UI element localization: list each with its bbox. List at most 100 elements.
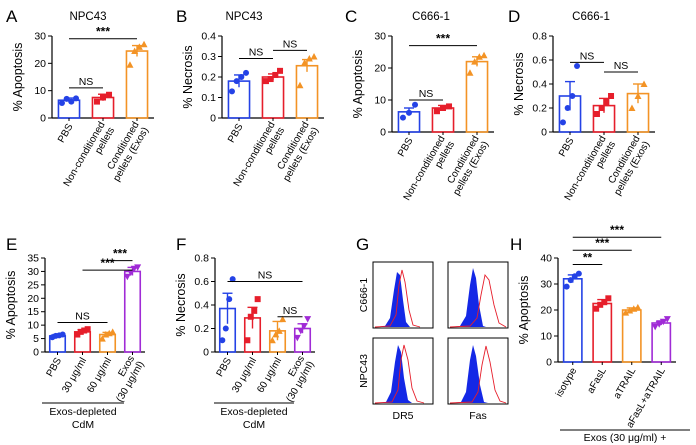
- panel-letter-d: D: [508, 7, 520, 26]
- panel-letter-e: E: [6, 235, 17, 254]
- y-tick-label: 0.2: [194, 323, 209, 335]
- significance-label: NS: [79, 76, 94, 88]
- bar: [123, 270, 142, 353]
- data-point: [251, 307, 258, 314]
- data-point: [480, 51, 488, 59]
- data-point: [135, 43, 143, 50]
- data-point: [106, 91, 113, 98]
- data-point: [279, 315, 287, 323]
- data-point: [109, 328, 117, 335]
- significance-label: ***: [595, 236, 609, 250]
- panel-letter-c: C: [345, 7, 357, 26]
- category-label-line: PBS: [56, 122, 76, 145]
- bar: [592, 302, 613, 363]
- y-tick-label: 0: [541, 127, 547, 139]
- category-label: PBS: [56, 122, 76, 145]
- y-tick-label: 0.4: [201, 31, 216, 43]
- data-point: [272, 330, 280, 338]
- panel-letter-g: G: [356, 235, 369, 254]
- significance-label: ***: [436, 32, 450, 46]
- y-tick-label: 0: [203, 347, 209, 359]
- data-point: [275, 327, 283, 334]
- y-tick-label: 30: [374, 31, 386, 43]
- e-group-label-2: CdM: [72, 419, 94, 431]
- data-point: [626, 307, 634, 314]
- data-point: [598, 105, 605, 111]
- h-footer-label: Exos (30 μg/ml) +: [584, 432, 667, 444]
- data-point: [564, 105, 571, 111]
- data-point: [254, 296, 261, 303]
- histogram-stained: [449, 273, 507, 328]
- category-label-line: PBS: [226, 122, 246, 145]
- chart-title: C666-1: [572, 11, 610, 23]
- category-label: isotype: [554, 366, 580, 399]
- data-point: [304, 316, 312, 323]
- data-point: [574, 63, 581, 69]
- data-point: [603, 99, 610, 105]
- data-point: [84, 326, 91, 333]
- data-point: [226, 296, 233, 303]
- data-point: [222, 325, 229, 332]
- category-label-line: PBS: [557, 136, 577, 159]
- flow-row-label-npc43: NPC43: [358, 354, 370, 388]
- significance-label: ***: [100, 256, 114, 270]
- data-point: [228, 88, 235, 95]
- y-tick-label: 0: [210, 113, 216, 125]
- y-tick-label: 30: [27, 266, 39, 278]
- data-point: [300, 323, 308, 330]
- y-tick-label: 0: [40, 113, 46, 125]
- panel-letter-f: F: [176, 235, 186, 254]
- chart-panel-d: 00.20.40.60.8% NecrosisC666-1PBSNon-cond…: [512, 11, 655, 203]
- y-tick-label: 0.2: [201, 72, 216, 84]
- category-label: 60 μg/ml: [255, 356, 284, 395]
- data-point: [73, 95, 80, 102]
- data-point: [77, 328, 84, 335]
- data-point: [440, 105, 446, 111]
- data-point: [93, 98, 100, 105]
- data-point: [140, 40, 148, 48]
- y-tick-label: 0.2: [532, 103, 547, 115]
- data-point: [593, 111, 600, 117]
- y-tick-label: 0: [33, 347, 39, 359]
- histogram-isotype: [375, 345, 412, 403]
- y-tick-label: 0.3: [201, 51, 216, 63]
- data-point: [563, 283, 570, 290]
- chart-title: C666-1: [412, 11, 450, 23]
- data-point: [301, 59, 309, 66]
- significance-label: ***: [113, 247, 127, 261]
- bar: [562, 277, 583, 363]
- category-label: PBS: [396, 136, 416, 159]
- chart-title: NPC43: [69, 11, 106, 23]
- y-tick-label: 5: [33, 333, 39, 345]
- flow-cytometry-panel: C666-1 NPC43 DR5 Fas: [358, 261, 509, 422]
- data-point: [471, 58, 479, 65]
- data-point: [575, 270, 582, 277]
- category-label-line: PBS: [45, 356, 65, 379]
- data-point: [272, 71, 279, 78]
- flow-row-label-c666: C666-1: [358, 278, 370, 313]
- data-point: [640, 80, 648, 87]
- significance-label: NS: [614, 60, 629, 72]
- category-label: PBS: [215, 356, 235, 379]
- data-point: [68, 98, 75, 105]
- data-point: [233, 78, 240, 85]
- data-point: [127, 269, 135, 277]
- category-label-line: 60 μg/ml: [255, 356, 284, 395]
- y-axis-label: % Apoptosis: [11, 43, 25, 112]
- histogram-stained: [374, 269, 421, 328]
- y-tick-label: 35: [27, 253, 39, 265]
- data-point: [593, 305, 600, 312]
- y-tick-label: 20: [374, 63, 386, 75]
- data-point: [466, 69, 474, 76]
- f-group-label-2: CdM: [243, 419, 265, 431]
- significance-label: ***: [96, 25, 110, 39]
- data-point: [663, 316, 671, 323]
- data-point: [655, 321, 663, 328]
- category-label: aTRAIL: [612, 366, 639, 401]
- data-point: [605, 295, 612, 302]
- data-point: [58, 99, 65, 106]
- data-point: [634, 92, 642, 99]
